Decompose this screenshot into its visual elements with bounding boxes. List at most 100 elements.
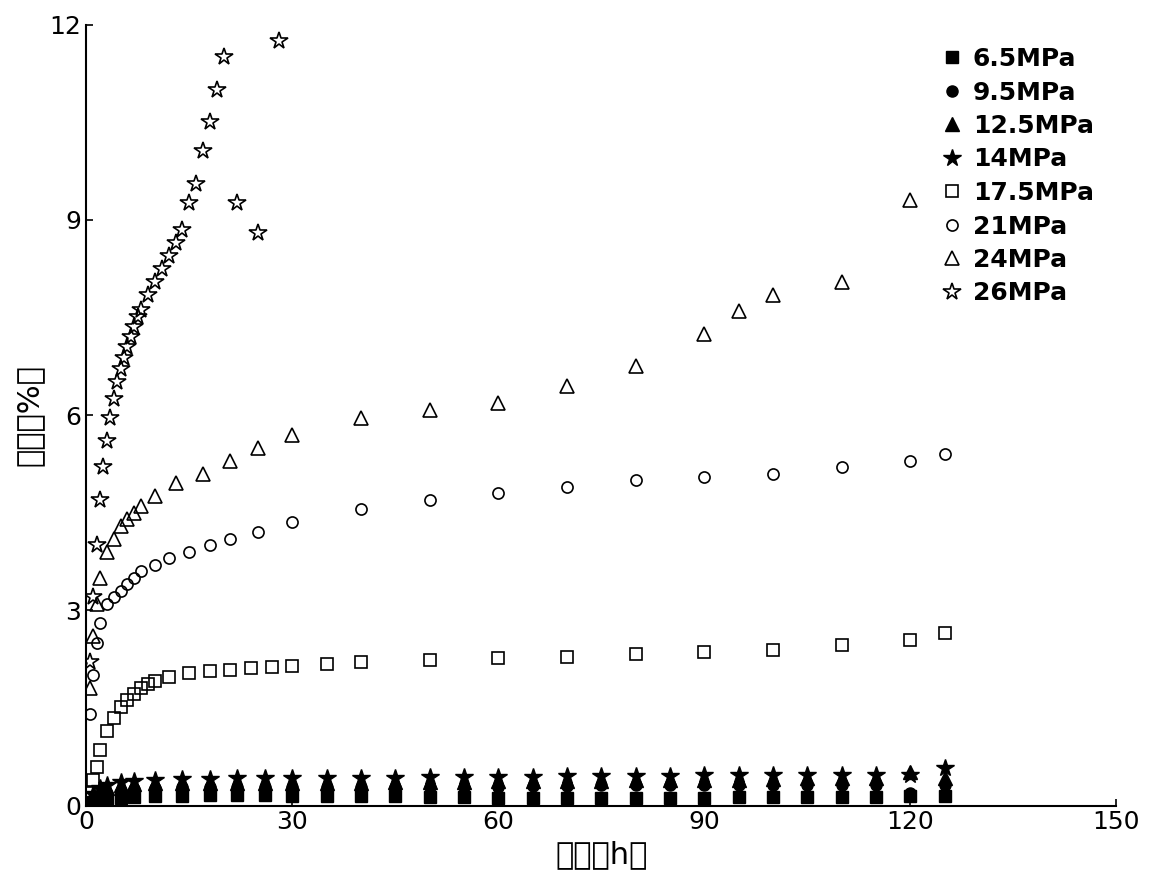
12.5MPa bbox=[698, 774, 711, 785]
24MPa bbox=[120, 514, 134, 524]
6.5MPa bbox=[94, 795, 107, 805]
12.5MPa bbox=[903, 766, 917, 777]
21MPa bbox=[355, 504, 368, 514]
12.5MPa bbox=[388, 777, 402, 788]
26MPa bbox=[90, 540, 104, 551]
6.5MPa bbox=[87, 797, 100, 808]
12.5MPa bbox=[94, 786, 107, 796]
12.5MPa bbox=[938, 773, 952, 783]
6.5MPa bbox=[869, 792, 882, 803]
21MPa bbox=[698, 471, 711, 482]
12.5MPa bbox=[148, 778, 162, 789]
6.5MPa bbox=[285, 790, 299, 801]
12.5MPa bbox=[100, 782, 114, 793]
14MPa bbox=[423, 772, 437, 782]
12.5MPa bbox=[423, 777, 437, 788]
6.5MPa bbox=[320, 790, 334, 801]
12.5MPa bbox=[285, 778, 299, 789]
6.5MPa bbox=[113, 792, 127, 803]
24MPa bbox=[196, 469, 210, 479]
12.5MPa bbox=[127, 779, 141, 789]
9.5MPa bbox=[94, 790, 107, 801]
14MPa bbox=[258, 773, 271, 783]
12.5MPa bbox=[113, 780, 127, 790]
12.5MPa bbox=[258, 778, 271, 789]
6.5MPa bbox=[800, 792, 814, 803]
12.5MPa bbox=[731, 774, 745, 785]
24MPa bbox=[628, 361, 642, 371]
26MPa bbox=[110, 377, 124, 388]
17.5MPa bbox=[90, 761, 104, 772]
17.5MPa bbox=[285, 660, 299, 671]
26MPa bbox=[162, 250, 176, 261]
26MPa bbox=[148, 277, 162, 287]
21MPa bbox=[182, 546, 196, 557]
14MPa bbox=[176, 774, 189, 784]
17.5MPa bbox=[320, 659, 334, 669]
9.5MPa bbox=[127, 784, 141, 795]
17.5MPa bbox=[835, 640, 849, 651]
9.5MPa bbox=[595, 780, 609, 790]
24MPa bbox=[87, 631, 100, 642]
26MPa bbox=[106, 393, 120, 404]
21MPa bbox=[938, 449, 952, 460]
24MPa bbox=[127, 507, 141, 518]
14MPa bbox=[113, 777, 127, 788]
14MPa bbox=[230, 773, 244, 783]
Line: 26MPa: 26MPa bbox=[81, 32, 288, 672]
Legend: 6.5MPa, 9.5MPa, 12.5MPa, 14MPa, 17.5MPa, 21MPa, 24MPa, 26MPa: 6.5MPa, 9.5MPa, 12.5MPa, 14MPa, 17.5MPa,… bbox=[933, 37, 1104, 316]
21MPa bbox=[87, 670, 100, 681]
26MPa bbox=[141, 289, 155, 300]
14MPa bbox=[203, 774, 217, 784]
Line: 6.5MPa: 6.5MPa bbox=[88, 789, 951, 808]
21MPa bbox=[903, 455, 917, 466]
17.5MPa bbox=[938, 628, 952, 638]
21MPa bbox=[120, 579, 134, 590]
9.5MPa bbox=[938, 780, 952, 790]
6.5MPa bbox=[100, 794, 114, 804]
17.5MPa bbox=[766, 644, 780, 655]
6.5MPa bbox=[457, 792, 471, 803]
26MPa bbox=[189, 179, 203, 189]
17.5MPa bbox=[355, 657, 368, 667]
14MPa bbox=[87, 789, 100, 799]
24MPa bbox=[100, 546, 114, 557]
21MPa bbox=[100, 598, 114, 609]
21MPa bbox=[203, 540, 217, 551]
17.5MPa bbox=[83, 788, 97, 798]
26MPa bbox=[217, 52, 231, 63]
24MPa bbox=[766, 289, 780, 300]
26MPa bbox=[203, 117, 217, 127]
9.5MPa bbox=[258, 782, 271, 793]
9.5MPa bbox=[560, 781, 574, 791]
12.5MPa bbox=[320, 778, 334, 789]
12.5MPa bbox=[526, 776, 539, 787]
14MPa bbox=[148, 774, 162, 785]
26MPa bbox=[251, 227, 264, 238]
26MPa bbox=[117, 353, 131, 363]
21MPa bbox=[94, 618, 107, 629]
9.5MPa bbox=[388, 782, 402, 793]
17.5MPa bbox=[94, 745, 107, 756]
9.5MPa bbox=[87, 794, 100, 804]
17.5MPa bbox=[224, 664, 238, 674]
6.5MPa bbox=[663, 792, 677, 803]
9.5MPa bbox=[457, 781, 471, 792]
26MPa bbox=[271, 35, 285, 46]
6.5MPa bbox=[127, 792, 141, 803]
17.5MPa bbox=[100, 726, 114, 736]
9.5MPa bbox=[731, 780, 745, 790]
17.5MPa bbox=[203, 666, 217, 676]
14MPa bbox=[938, 763, 952, 774]
26MPa bbox=[104, 413, 118, 423]
6.5MPa bbox=[835, 792, 849, 803]
17.5MPa bbox=[134, 683, 148, 694]
24MPa bbox=[251, 442, 264, 453]
21MPa bbox=[835, 461, 849, 472]
26MPa bbox=[196, 146, 210, 156]
24MPa bbox=[169, 478, 182, 489]
X-axis label: 时间（h）: 时间（h） bbox=[556, 840, 648, 869]
9.5MPa bbox=[800, 780, 814, 790]
26MPa bbox=[169, 237, 182, 248]
26MPa bbox=[124, 332, 137, 342]
